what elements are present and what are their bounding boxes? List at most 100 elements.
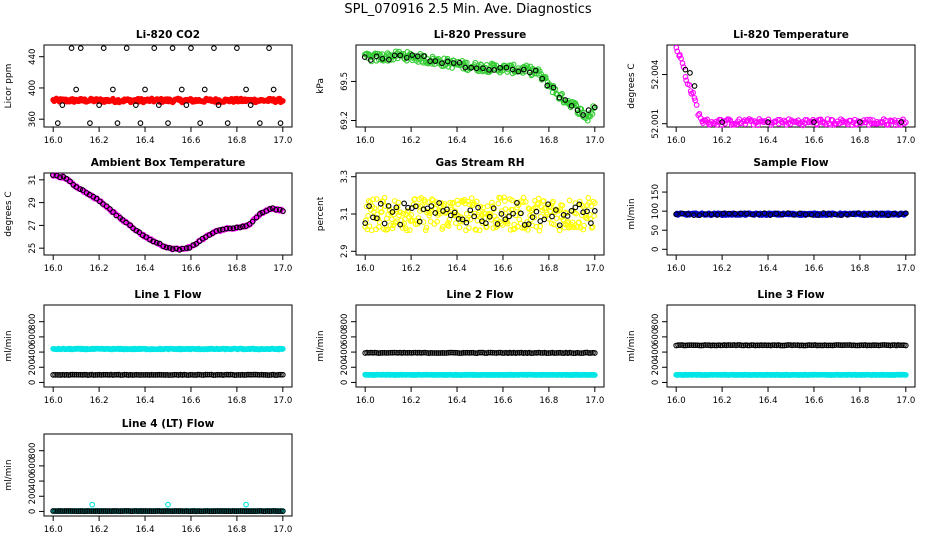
data-point: [472, 59, 479, 66]
data-point: [104, 508, 111, 514]
data-point: [139, 508, 145, 514]
data-point: [233, 372, 240, 378]
data-point: [166, 508, 172, 514]
chart-title: Line 2 Flow: [446, 289, 513, 301]
data-point: [814, 212, 821, 218]
data-point: [464, 349, 471, 356]
data-point: [889, 342, 896, 348]
data-point: [509, 66, 516, 73]
data-point: [81, 371, 87, 378]
data-point: [744, 342, 751, 349]
data-point: [392, 219, 399, 226]
data-point: [581, 222, 587, 229]
data-point: [537, 223, 543, 230]
data-point: [447, 212, 454, 219]
data-point: [473, 65, 480, 72]
data-point: [839, 342, 845, 349]
chart-line3: Line 3 Flow ml/min 16.0 16.2 16.4 16.6 16.8 17.…: [627, 289, 916, 406]
x-tick-label: 16.0: [356, 136, 375, 146]
y-tick-label: 400: [28, 344, 38, 360]
data-point: [213, 228, 220, 234]
data-point: [473, 227, 479, 233]
data-point: [441, 350, 448, 356]
data-point: [237, 508, 244, 514]
data-point: [791, 342, 797, 348]
data-point: [902, 372, 909, 378]
data-point: [732, 210, 738, 217]
y-axis-label: degrees C: [627, 63, 637, 108]
data-point: [578, 350, 585, 356]
x-tick-label: 17.0: [273, 525, 292, 535]
data-point: [249, 371, 255, 378]
data-point: [193, 508, 199, 515]
data-point: [421, 53, 427, 60]
x-tick-label: 16.8: [850, 264, 869, 274]
data-point: [405, 204, 411, 211]
data-point: [760, 342, 766, 349]
data-point: [142, 508, 149, 514]
data-point: [195, 371, 201, 378]
data-point: [401, 216, 408, 222]
data-point: [266, 508, 273, 515]
series-licor-temp-black: [682, 66, 905, 125]
data-point: [693, 102, 700, 108]
data-point: [857, 119, 863, 125]
data-point: [249, 218, 256, 225]
data-point: [216, 227, 223, 233]
data-point: [467, 216, 474, 223]
data-point: [129, 372, 136, 378]
data-point: [272, 508, 278, 514]
data-point: [52, 371, 58, 378]
data-point: [673, 211, 680, 217]
data-point: [424, 199, 431, 206]
data-point: [485, 349, 492, 356]
data-point: [178, 86, 185, 93]
data-point: [433, 199, 440, 205]
data-point: [525, 221, 532, 227]
data-point: [200, 508, 207, 514]
data-point: [504, 220, 511, 227]
y-tick-label: 100: [651, 203, 661, 219]
data-point: [154, 372, 161, 378]
x-tick-label: 17.0: [896, 136, 915, 146]
data-point: [785, 210, 791, 216]
data-point: [518, 210, 524, 217]
data-point: [439, 350, 446, 356]
data-point: [725, 342, 732, 348]
data-point: [883, 342, 890, 348]
data-point: [491, 67, 498, 73]
plot-frame: [666, 172, 916, 256]
data-point: [133, 102, 139, 108]
data-point: [450, 199, 456, 206]
data-point: [165, 501, 171, 508]
data-point: [381, 220, 388, 227]
data-point: [100, 371, 107, 378]
data-point: [227, 371, 234, 378]
data-point: [187, 371, 194, 378]
x-tick-label: 16.2: [90, 396, 109, 406]
data-point: [584, 208, 590, 215]
data-point: [833, 342, 840, 348]
y-axis-label: ml/min: [4, 459, 14, 490]
data-point: [537, 349, 544, 356]
data-point: [160, 243, 167, 250]
data-point: [212, 508, 219, 514]
data-point: [584, 215, 590, 222]
data-point: [451, 209, 458, 216]
data-point: [897, 342, 903, 349]
x-tick-label: 16.2: [90, 525, 109, 535]
data-point: [379, 55, 386, 62]
data-point: [107, 206, 113, 212]
data-point: [873, 211, 880, 217]
data-point: [406, 227, 413, 233]
data-point: [363, 217, 369, 224]
data-point: [696, 342, 703, 349]
y-tick-label: 27: [28, 220, 38, 231]
data-point: [115, 508, 122, 514]
x-tick-label: 16.2: [713, 136, 732, 146]
data-point: [530, 211, 536, 218]
data-point: [585, 195, 592, 201]
data-point: [591, 213, 597, 219]
data-point: [136, 229, 143, 236]
data-point: [816, 342, 822, 349]
